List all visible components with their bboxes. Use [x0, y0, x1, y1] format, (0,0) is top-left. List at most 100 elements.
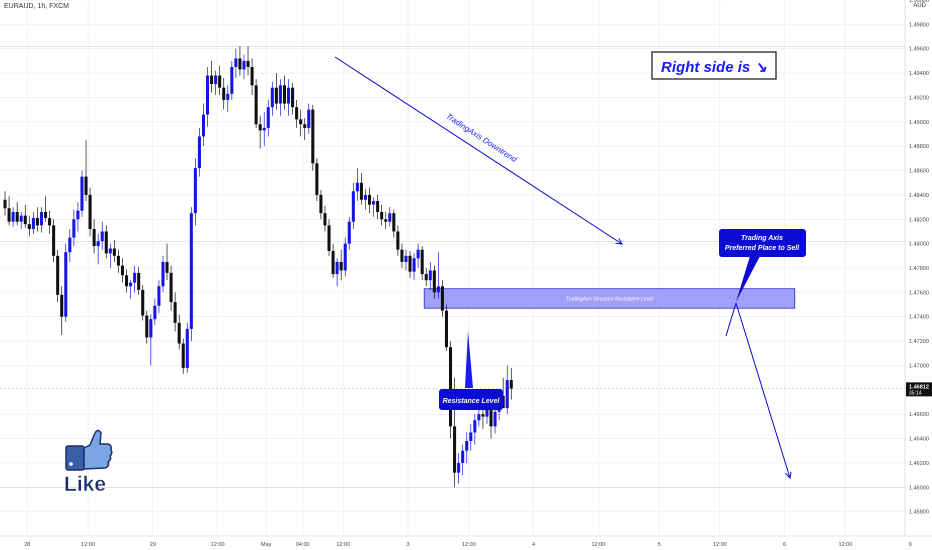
candle-body [92, 229, 96, 247]
candle-body [481, 414, 485, 417]
time-tick-label: 12:00 [462, 542, 476, 548]
candle-body [31, 218, 35, 230]
candle-body [319, 194, 323, 214]
price-tick-label: 1.48600 [909, 169, 929, 175]
candle-body [295, 107, 299, 120]
sell-callout-box [719, 229, 806, 257]
candle-body [100, 231, 104, 242]
grid-lines [0, 0, 911, 536]
candle-body [238, 58, 242, 70]
candle-body [266, 107, 270, 128]
candle-body [509, 380, 513, 389]
candle-body [287, 87, 291, 104]
candle-body [420, 249, 424, 275]
candle-body [343, 243, 347, 271]
candle-body [396, 231, 400, 250]
candle-body [197, 136, 201, 169]
candle-body [161, 261, 165, 287]
like-button-dot [69, 462, 73, 466]
candle-body [424, 274, 428, 281]
time-tick-label: 12:00 [839, 542, 853, 548]
currency-label: AUD [913, 3, 926, 9]
candle-body [11, 211, 15, 222]
time-tick-label: 04:00 [296, 542, 310, 548]
candle-body [416, 249, 420, 259]
like-label: Like [64, 473, 106, 496]
price-tick-label: 1.49600 [909, 47, 929, 53]
candle-body [52, 225, 56, 256]
candle-body [210, 75, 214, 85]
time-tick-label: 29 [150, 542, 156, 548]
price-tick-label: 1.47000 [909, 363, 929, 369]
candle-body [214, 75, 218, 85]
price-tick-label: 1.45800 [909, 510, 929, 516]
candle-body [230, 67, 234, 94]
candle-body [112, 248, 116, 256]
candle-body [477, 414, 481, 421]
candle-body [250, 67, 254, 86]
candle-body [444, 310, 448, 348]
time-axis-bg [0, 536, 932, 550]
candle-body [254, 85, 258, 125]
candle-body [282, 85, 286, 104]
symbol-header: EURAUD, 1h, FXCM [4, 3, 69, 10]
candle-body [96, 241, 100, 247]
price-tick-label: 1.49000 [909, 120, 929, 126]
downtrend-label: TradingAxis Downtrend [444, 112, 519, 165]
candle-body [469, 432, 473, 441]
candle-body [88, 194, 92, 230]
time-tick-label: 12:00 [211, 542, 225, 548]
price-axis[interactable]: 1.50000 1.49800 1.49600 1.49400 1.49200 1.490… [904, 0, 932, 550]
time-tick-label: 12:00 [591, 542, 605, 548]
time-tick-label: 5 [658, 542, 661, 548]
candle-body [315, 163, 319, 195]
candle-body [347, 221, 351, 244]
candle-body [145, 315, 149, 338]
sell-callout-line2: Preferred Place to Sell [725, 245, 800, 252]
price-tick-label: 1.47800 [909, 266, 929, 272]
price-tick-label: 1.49200 [909, 95, 929, 101]
price-tick-label: 1.46000 [909, 485, 929, 491]
resistance-zone[interactable]: TradingAxis Structure Resistance Level [423, 288, 796, 309]
candle-body [137, 272, 141, 290]
time-axis[interactable]: 28 12:00 29 12:00 May 04:00 12:00 3 12:00 4 12:00 5… [0, 535, 932, 550]
candle-body [104, 231, 108, 254]
candle-body [133, 272, 137, 283]
candle-body [327, 225, 331, 251]
candle-body [181, 343, 185, 368]
candle-body [291, 87, 295, 108]
reference-lines [0, 46, 905, 488]
candle-body [440, 286, 444, 311]
candle-body [449, 347, 453, 427]
projection-arrow-down [735, 302, 790, 478]
candle-body [303, 124, 307, 128]
candle-body [149, 319, 153, 338]
candle-body [206, 75, 210, 115]
candle-body [493, 411, 497, 427]
candle-body [120, 265, 124, 276]
candle-body [368, 194, 372, 205]
candle-body [157, 286, 161, 306]
candle-body [76, 210, 80, 220]
candlesticks[interactable] [3, 46, 513, 488]
candle-body [72, 219, 76, 238]
candle-body [453, 426, 457, 473]
candle-body [461, 450, 465, 463]
candle-body [44, 211, 48, 219]
candle-body [363, 194, 367, 200]
price-tick-label: 1.46200 [909, 461, 929, 467]
candle-body [299, 119, 303, 125]
resistance-callout-label: Resistance Level [443, 398, 501, 405]
candle-body [60, 294, 64, 317]
candle-body [246, 60, 250, 67]
candle-body [307, 109, 311, 128]
like-sticker[interactable]: Like [64, 429, 113, 497]
candle-body [400, 249, 404, 262]
sell-callout-line1: Trading Axis [741, 235, 783, 242]
candle-body [242, 60, 246, 70]
price-tick-label: 1.48000 [909, 242, 929, 248]
candle-body [489, 402, 493, 427]
candle-body [153, 305, 157, 320]
candle-body [7, 208, 11, 222]
